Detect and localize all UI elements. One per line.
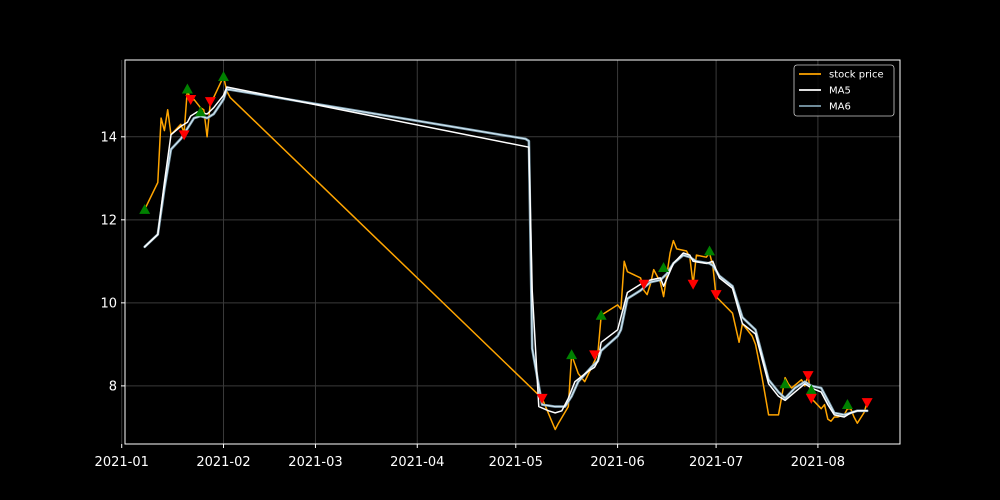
buy-marker [181, 83, 193, 94]
ma6-legend-label: MA6 [829, 102, 851, 113]
sell-marker [710, 290, 722, 301]
sell-marker [204, 97, 216, 108]
buy-marker [195, 106, 207, 117]
buy-marker [779, 378, 791, 389]
buy-marker [218, 71, 230, 82]
sell-marker [861, 398, 873, 408]
sell-marker [805, 393, 817, 404]
x-tick-label: 2021-01 [95, 455, 149, 470]
sell-marker [178, 130, 190, 141]
buy-marker [805, 384, 817, 395]
x-tick-label: 2021-08 [791, 455, 845, 470]
y-tick-label: 10 [100, 296, 117, 311]
y-tick-label: 8 [109, 379, 117, 394]
x-tick-label: 2021-03 [288, 455, 342, 470]
sell-marker [687, 279, 699, 290]
ma6-series-line [143, 87, 869, 417]
series-layer [143, 75, 869, 431]
buy-marker [139, 203, 151, 214]
x-tick-label: 2021-04 [390, 455, 444, 470]
x-tick-label: 2021-05 [489, 455, 543, 470]
sell-marker [638, 279, 650, 290]
legend-box [793, 64, 895, 117]
buy-marker [658, 262, 670, 272]
marker-layer [139, 71, 873, 409]
sell-marker [536, 393, 548, 404]
y-tick-label: 12 [100, 213, 117, 228]
x-tick-label: 2021-06 [590, 455, 644, 470]
buy-marker [841, 399, 853, 409]
price-series-line [143, 75, 868, 431]
buy-marker [566, 349, 578, 360]
legend: stock price MA5 MA6 [793, 64, 895, 117]
axes-frame [124, 59, 901, 445]
y-tick-label: 14 [100, 130, 117, 145]
x-tick-label: 2021-02 [196, 455, 250, 470]
ma5-series-line [143, 86, 868, 418]
ma6-series-line-inner [144, 88, 868, 416]
sell-marker [185, 95, 197, 105]
buy-marker [595, 309, 607, 320]
ma5-legend-label: MA5 [829, 86, 851, 97]
buy-marker [704, 245, 716, 256]
price-legend-label: stock price [829, 70, 884, 81]
x-tick-label: 2021-07 [689, 455, 743, 470]
tick-layer: 2021-01 2021-02 2021-03 2021-04 2021-05 2021-… [95, 130, 846, 470]
sell-marker [589, 350, 601, 361]
sell-marker [802, 371, 814, 382]
